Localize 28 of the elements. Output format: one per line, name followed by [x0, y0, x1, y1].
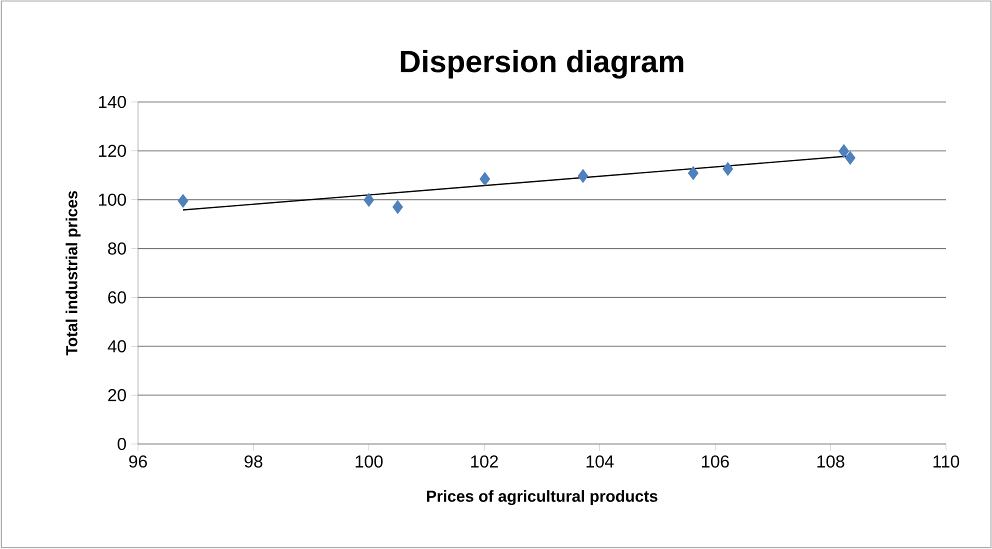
x-tick-label: 96	[129, 455, 147, 468]
x-tick-label: 104	[586, 455, 614, 468]
x-tick-label: 106	[702, 455, 729, 468]
y-tick-label: 100	[99, 194, 126, 206]
point	[844, 150, 856, 165]
y-tick-label: 120	[99, 144, 126, 157]
y-tick-label: 40	[108, 340, 126, 352]
x-tick-label: 110	[934, 455, 960, 468]
point	[392, 200, 403, 214]
x-tick-label: 102	[471, 455, 498, 468]
point	[480, 172, 490, 186]
x-tick-label: 100	[356, 455, 383, 468]
y-tick-label: 140	[99, 96, 126, 108]
x-axis-title: Prices of agricultural products	[427, 490, 658, 506]
y-tick-label: 80	[108, 242, 126, 255]
x-tick-label: 98	[244, 455, 262, 468]
point	[364, 193, 374, 207]
x-tick-label: 108	[817, 455, 844, 468]
y-axis-title: Total industrial prices	[66, 191, 81, 356]
y-tick-label: 0	[118, 438, 126, 450]
y-tick-label: 20	[108, 388, 126, 402]
y-tick-label: 60	[108, 291, 126, 304]
point	[722, 162, 734, 176]
chart-title: Dispersion diagram	[400, 50, 684, 79]
point	[178, 194, 188, 208]
point	[838, 144, 850, 158]
point	[688, 166, 698, 180]
point	[578, 169, 588, 183]
